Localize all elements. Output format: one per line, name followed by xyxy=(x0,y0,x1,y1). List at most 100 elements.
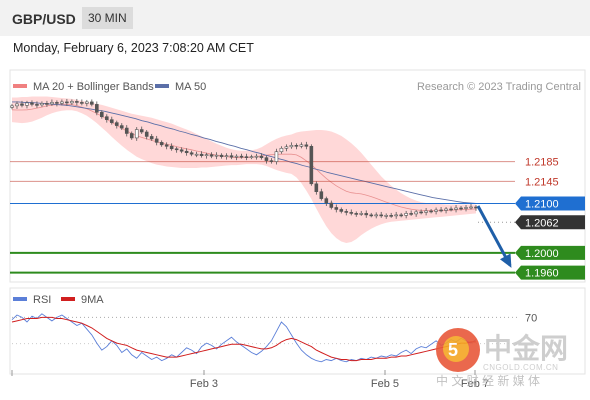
rsi-panel-frame xyxy=(9,287,586,375)
level-label: 1.2100 xyxy=(525,199,559,211)
candle-body xyxy=(264,157,269,161)
rsi-ma-legend-swatch xyxy=(61,297,75,301)
candle-body xyxy=(439,209,443,212)
price-panel-frame xyxy=(9,69,586,283)
ma20-line xyxy=(11,104,477,212)
candle-body xyxy=(20,103,24,106)
forecast-arrow xyxy=(476,205,512,268)
candle-body xyxy=(429,210,433,213)
candle-body xyxy=(239,155,244,158)
candle-body xyxy=(279,147,284,153)
level-badge xyxy=(515,245,585,260)
candle-body xyxy=(339,209,344,212)
candlesticks xyxy=(10,98,478,219)
candle-body xyxy=(209,154,214,157)
candle-body xyxy=(309,146,314,185)
level-label: 1.2000 xyxy=(525,248,559,260)
candle-body xyxy=(449,208,453,211)
candle-body xyxy=(444,208,448,211)
candle-body xyxy=(414,211,418,215)
candle-body xyxy=(314,183,319,192)
price-level-labels: 1.2185 1.2145 1.2100 1.2062 1.2000 1.1960 xyxy=(515,157,585,280)
candle-body xyxy=(164,144,169,147)
candle-body xyxy=(60,101,64,104)
candle-body xyxy=(299,144,304,147)
candle-body xyxy=(389,215,393,217)
candle-body xyxy=(184,150,189,154)
candle-body xyxy=(214,154,219,157)
x-tick-label: Feb 5 xyxy=(371,378,399,390)
chart-datetime: Monday, February 6, 2023 7:08:20 AM CET xyxy=(13,41,254,55)
rsi-ma-legend-label: 9MA xyxy=(81,294,104,306)
candle-body xyxy=(419,211,423,214)
cngold-logo-inner-icon xyxy=(443,336,469,362)
level-label: 1.2185 xyxy=(525,157,559,169)
candle-body xyxy=(114,122,119,126)
candle-body xyxy=(244,156,249,158)
candle-body xyxy=(109,119,114,123)
ma50-legend-swatch xyxy=(155,84,169,88)
candle-body xyxy=(30,102,34,105)
candle-body xyxy=(349,212,354,214)
cngold-brand: 中金网 xyxy=(484,332,568,364)
candle-body xyxy=(364,213,369,216)
candle-body xyxy=(189,152,194,155)
candle-body xyxy=(404,213,408,216)
candle-body xyxy=(344,211,349,213)
candle-body xyxy=(359,213,364,215)
candle-body xyxy=(424,210,428,213)
symbol-title: GBP/USD xyxy=(12,11,76,27)
level-label: 1.2062 xyxy=(525,217,559,229)
candle-body xyxy=(354,213,359,215)
cngold-tagline: 中 文 财 经 新 媒 体 xyxy=(436,373,540,388)
candle-body xyxy=(384,215,388,217)
candle-body xyxy=(379,214,384,217)
rsi-ma-line xyxy=(11,316,476,362)
candle-body xyxy=(269,160,274,162)
candle-body xyxy=(104,116,109,120)
candle-body xyxy=(329,202,334,208)
candle-body xyxy=(219,154,224,157)
candle-body xyxy=(174,148,179,151)
candle-body xyxy=(289,145,294,148)
level-badge xyxy=(515,265,585,280)
candle-body xyxy=(55,102,59,104)
bollinger-legend-swatch xyxy=(13,84,27,88)
candle-body xyxy=(35,104,39,106)
candle-body xyxy=(144,131,149,137)
ma50-line xyxy=(12,101,477,204)
forecast-arrow-head xyxy=(499,253,512,268)
level-badge xyxy=(515,215,585,230)
candle-body xyxy=(134,129,139,139)
bollinger-legend-label: MA 20 + Bollinger Bands xyxy=(33,81,154,93)
rsi-legend-swatch xyxy=(13,297,27,301)
candle-body xyxy=(469,206,473,209)
candle-body xyxy=(284,146,289,149)
ma50-legend-label: MA 50 xyxy=(175,81,206,93)
cngold-url: CNGOLD.COM.CN xyxy=(483,363,558,372)
candle-body xyxy=(334,207,339,210)
candle-body xyxy=(234,155,239,158)
copyright-notice: Research © 2023 Trading Central xyxy=(417,81,581,93)
level-label: 1.2145 xyxy=(525,176,559,188)
candle-body xyxy=(274,151,279,162)
timeframe-badge[interactable]: 30 MIN xyxy=(82,7,133,29)
candle-body xyxy=(304,144,309,147)
candle-body xyxy=(454,207,458,210)
candle-body xyxy=(40,103,44,106)
candle-body xyxy=(50,102,54,105)
candle-body xyxy=(25,102,29,106)
candle-body xyxy=(100,111,104,118)
bollinger-band xyxy=(12,96,476,243)
candle-body xyxy=(124,127,129,134)
price-levels xyxy=(10,161,515,274)
candle-body xyxy=(80,102,84,104)
candle-body xyxy=(149,136,154,140)
candle-body xyxy=(259,155,264,158)
candle-body xyxy=(399,214,403,217)
candle-body xyxy=(15,103,19,107)
candle-body xyxy=(254,155,259,158)
candle-body xyxy=(294,145,299,147)
candle-body xyxy=(249,156,254,158)
